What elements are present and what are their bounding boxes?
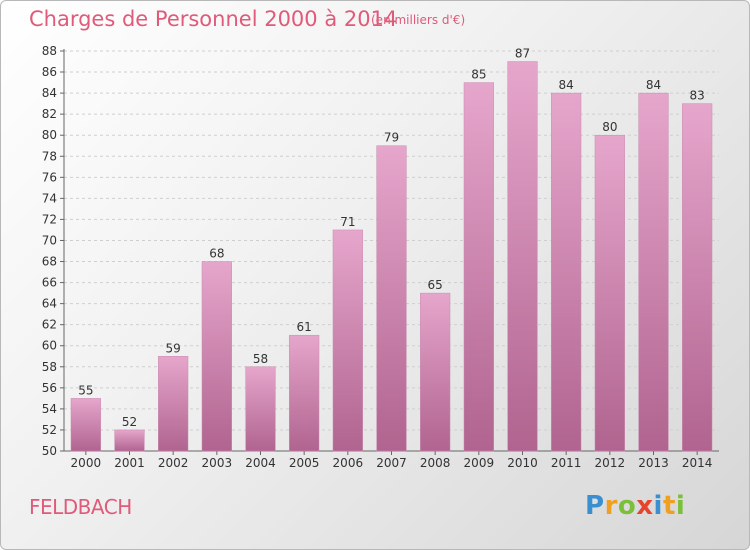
y-tick-label: 56 bbox=[42, 381, 57, 395]
chart-subtitle: (en milliers d'€) bbox=[371, 13, 466, 27]
y-tick-label: 60 bbox=[42, 339, 57, 353]
y-tick-label: 76 bbox=[42, 170, 57, 184]
proxiti-logo[interactable]: Proxiti bbox=[585, 491, 685, 521]
value-label-2005: 61 bbox=[297, 320, 312, 334]
bar-2012 bbox=[594, 134, 625, 452]
chart-title: Charges de Personnel 2000 à 2014 bbox=[29, 7, 398, 31]
x-tick-label-2012: 2012 bbox=[595, 456, 626, 470]
x-tick-label-2002: 2002 bbox=[158, 456, 189, 470]
x-tick-label-2013: 2013 bbox=[638, 456, 669, 470]
y-tick-label: 86 bbox=[42, 65, 57, 79]
logo-letter: i bbox=[653, 491, 663, 521]
x-tick-label-2001: 2001 bbox=[114, 456, 145, 470]
value-label-2007: 79 bbox=[384, 131, 399, 145]
y-tick-label: 84 bbox=[42, 86, 57, 100]
value-label-2002: 59 bbox=[166, 341, 181, 355]
value-label-2012: 80 bbox=[602, 120, 617, 134]
bar-2013 bbox=[638, 92, 669, 452]
bar-2009 bbox=[463, 82, 494, 452]
bar-2002 bbox=[158, 356, 189, 452]
y-tick-label: 64 bbox=[42, 297, 57, 311]
bar-2008 bbox=[420, 292, 451, 452]
logo-letter: o bbox=[617, 491, 637, 521]
x-tick-label-2004: 2004 bbox=[245, 456, 276, 470]
bar-2005 bbox=[289, 334, 320, 452]
value-label-2013: 84 bbox=[646, 78, 661, 92]
y-tick-label: 88 bbox=[42, 44, 57, 58]
x-tick-label-2006: 2006 bbox=[333, 456, 364, 470]
bar-2010 bbox=[507, 61, 538, 452]
logo-letter: t bbox=[662, 491, 676, 521]
y-tick-label: 58 bbox=[42, 360, 57, 374]
y-tick-label: 68 bbox=[42, 255, 57, 269]
logo-letter: r bbox=[604, 491, 618, 521]
bar-2006 bbox=[332, 229, 363, 452]
y-tick-label: 66 bbox=[42, 276, 57, 290]
y-tick-label: 70 bbox=[42, 233, 57, 247]
bar-2011 bbox=[551, 92, 582, 452]
y-tick-label: 50 bbox=[42, 444, 57, 458]
bars bbox=[70, 61, 713, 452]
x-tick-label-2000: 2000 bbox=[71, 456, 102, 470]
x-tick-label-2003: 2003 bbox=[202, 456, 233, 470]
value-label-2008: 65 bbox=[428, 278, 443, 292]
logo-letter: x bbox=[636, 491, 654, 521]
x-tick-label-2008: 2008 bbox=[420, 456, 451, 470]
value-label-2011: 84 bbox=[559, 78, 574, 92]
value-label-2009: 85 bbox=[471, 68, 486, 82]
bar-2007 bbox=[376, 145, 407, 452]
x-tick-label-2014: 2014 bbox=[682, 456, 713, 470]
y-tick-label: 78 bbox=[42, 149, 57, 163]
bar-2003 bbox=[201, 261, 232, 452]
logo-letter: P bbox=[585, 491, 605, 521]
value-label-2010: 87 bbox=[515, 47, 530, 61]
bar-2004 bbox=[245, 366, 276, 452]
value-label-2001: 52 bbox=[122, 415, 137, 429]
y-tick-label: 52 bbox=[42, 423, 57, 437]
value-label-2004: 58 bbox=[253, 352, 268, 366]
y-tick-label: 54 bbox=[42, 402, 57, 416]
axes: 50 52 54 56 58 60 62 64 66 68 70 72 74 76 78 80 82 84 86 88… bbox=[42, 44, 719, 470]
labels: 55 52 59 68 58 61 71 79 65 85 87 84 80 84 83 bbox=[78, 47, 705, 429]
bar-2000 bbox=[70, 398, 101, 452]
value-label-2003: 68 bbox=[209, 247, 224, 261]
value-label-2006: 71 bbox=[340, 215, 355, 229]
y-tick-label: 82 bbox=[42, 107, 57, 121]
value-label-2000: 55 bbox=[78, 383, 93, 397]
x-tick-label-2007: 2007 bbox=[376, 456, 407, 470]
x-tick-label-2009: 2009 bbox=[464, 456, 495, 470]
x-tick-label-2005: 2005 bbox=[289, 456, 320, 470]
y-tick-label: 74 bbox=[42, 191, 57, 205]
commune-name: FELDBACH bbox=[29, 495, 132, 519]
logo-letter: i bbox=[675, 491, 686, 521]
x-tick-label-2010: 2010 bbox=[507, 456, 538, 470]
y-tick-label: 72 bbox=[42, 212, 57, 226]
bar-2001 bbox=[114, 429, 145, 452]
y-tick-label: 80 bbox=[42, 128, 57, 142]
x-tick-label-2011: 2011 bbox=[551, 456, 582, 470]
y-tick-label: 62 bbox=[42, 318, 57, 332]
value-label-2014: 83 bbox=[690, 89, 705, 103]
bar-2014 bbox=[682, 103, 713, 452]
